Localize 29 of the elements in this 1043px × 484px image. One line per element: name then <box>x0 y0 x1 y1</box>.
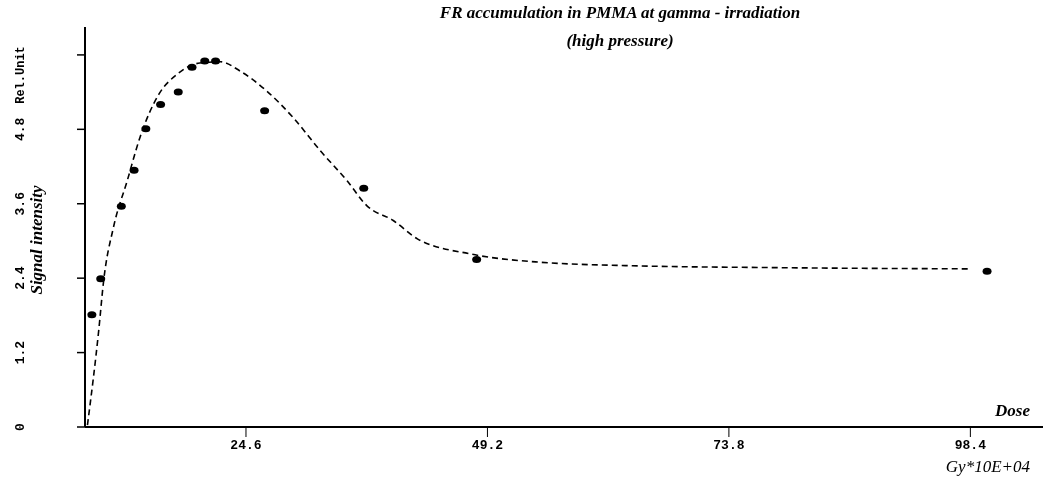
chart-subtitle: (high pressure) <box>566 31 674 50</box>
point <box>211 57 221 65</box>
chart-title: FR accumulation in PMMA at gamma - irradiation <box>438 3 801 22</box>
y-tick-label: 1.2 <box>13 340 28 365</box>
point <box>156 101 166 109</box>
point <box>200 57 210 65</box>
point <box>359 184 369 192</box>
point <box>87 311 97 319</box>
x-axis-title: Dose <box>994 401 1031 420</box>
point <box>116 202 126 210</box>
y-tick-label: 3.6 <box>13 191 28 216</box>
point <box>187 63 197 71</box>
point <box>472 256 482 264</box>
point <box>260 107 270 115</box>
point <box>129 166 139 174</box>
point <box>96 275 106 283</box>
x-tick-label: 98.4 <box>954 438 987 453</box>
y-axis-title: Signal intensity <box>27 184 46 295</box>
point <box>982 267 992 275</box>
x-tick-label: 49.2 <box>471 438 504 453</box>
text: Gy*10E+04 <box>945 457 1031 476</box>
y-tick-label: 0 <box>13 422 28 431</box>
x-tick-label: 73.8 <box>713 438 745 453</box>
text: Rel.Unit <box>14 46 28 104</box>
y-tick-label: 4.8 <box>13 117 28 142</box>
point <box>141 125 151 133</box>
x-tick-label: 24.6 <box>230 438 262 453</box>
point <box>173 88 183 96</box>
y-tick-label: 2.4 <box>13 266 28 290</box>
